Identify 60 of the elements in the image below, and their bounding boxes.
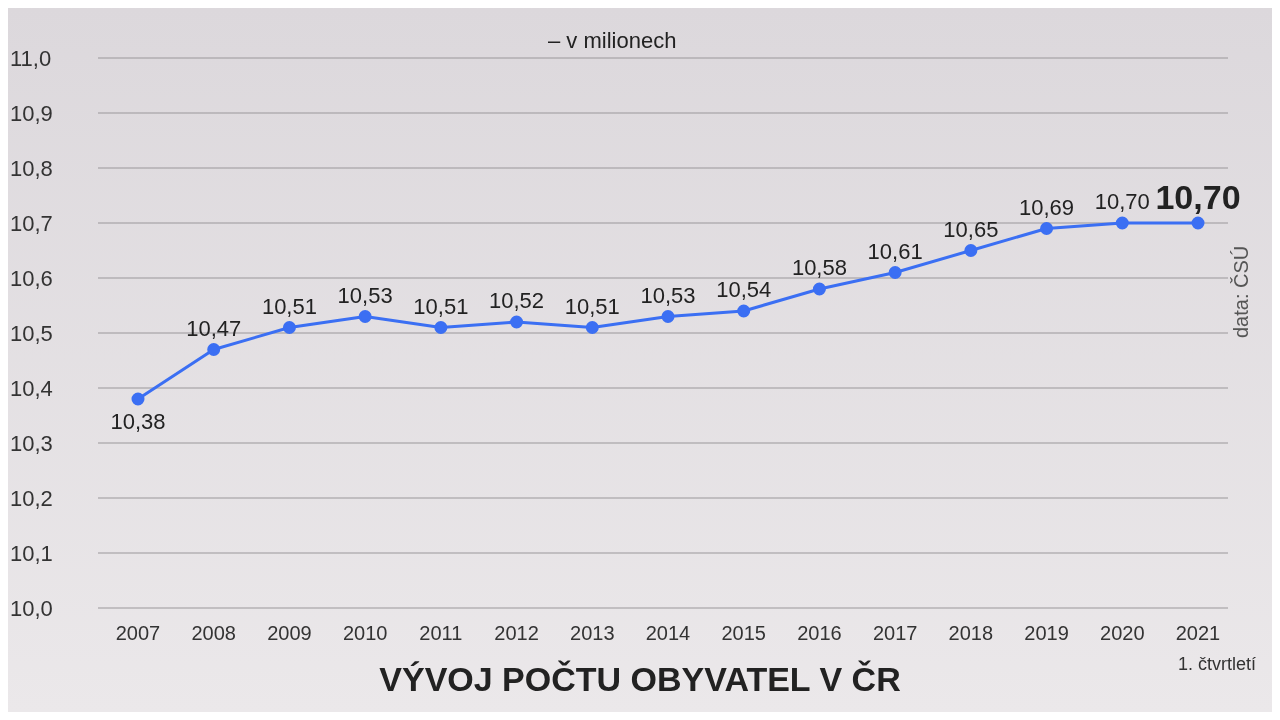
data-label: 10,54 [716, 277, 772, 302]
point [737, 304, 751, 318]
point [1191, 216, 1205, 230]
y-tick-label: 11,0 [10, 45, 52, 71]
point [131, 392, 145, 406]
x-tick-label: 2014 [645, 622, 691, 645]
y-tick-label: 10,8 [10, 155, 53, 181]
text: VÝVOJ POČTU OBYVATEL V ČR [379, 660, 901, 698]
y-tick-label: 10,5 [10, 320, 53, 346]
data-label: 10,53 [337, 282, 393, 308]
data-label: 10,51 [261, 293, 317, 319]
data-label: 10,69 [1019, 194, 1075, 220]
x-tick-label: 2017 [872, 622, 918, 645]
data-label: 10,65 [943, 216, 999, 242]
y-tick-label: 10,3 [10, 430, 53, 456]
x-tick-label: 2007 [115, 622, 161, 645]
y-tick-label: 10,9 [10, 100, 53, 126]
data-label: 10,70 [1094, 189, 1150, 214]
x-tick-label: 2013 [570, 622, 615, 645]
y-tick-label: 10,4 [10, 375, 53, 401]
data-label: 10,58 [791, 255, 847, 280]
x-tick-label: 2020 [1100, 622, 1145, 645]
point [1115, 216, 1129, 230]
x-tick-label: 2015 [721, 622, 766, 645]
point [812, 282, 826, 296]
point [1040, 222, 1054, 235]
point [510, 315, 524, 329]
data-label: 10,53 [640, 282, 696, 308]
point [207, 343, 221, 356]
text: 1. čtvrtletí [1177, 654, 1256, 675]
y-tick-label: 10,7 [10, 210, 53, 236]
data-label: 10,61 [867, 238, 923, 264]
x-tick-label: 2021 [1175, 622, 1221, 645]
data-label: 10,47 [186, 315, 242, 341]
point [888, 266, 902, 279]
x-tick-label: 2018 [948, 622, 994, 645]
x-tick-label: 2019 [1024, 622, 1069, 645]
data-label: 10,51 [413, 293, 469, 319]
x-tick-label: 2009 [267, 622, 312, 645]
x-tick-label: 2008 [191, 622, 236, 645]
point [434, 321, 448, 334]
data-label: 10,70 [1155, 178, 1241, 216]
data-label: 10,51 [564, 293, 620, 319]
chart-subtitle: – v milionech [548, 28, 677, 54]
x-tick-label: 2011 [419, 622, 463, 645]
data-label: 10,52 [489, 288, 545, 313]
x-tick-label: 2012 [494, 622, 539, 645]
y-tick-label: 10,1 [10, 540, 53, 566]
point [282, 321, 296, 334]
point [964, 244, 978, 257]
y-tick-label: 10,0 [10, 595, 53, 621]
text: data: ČSÚ [1230, 244, 1253, 338]
point [358, 310, 372, 323]
x-tick-label: 2010 [342, 622, 388, 645]
data-label: 10,38 [110, 409, 166, 434]
y-tick-label: 10,6 [10, 265, 53, 291]
y-tick-label: 10,2 [10, 485, 53, 511]
x-tick-label: 2016 [797, 622, 842, 645]
point [661, 310, 675, 323]
point [585, 321, 599, 334]
